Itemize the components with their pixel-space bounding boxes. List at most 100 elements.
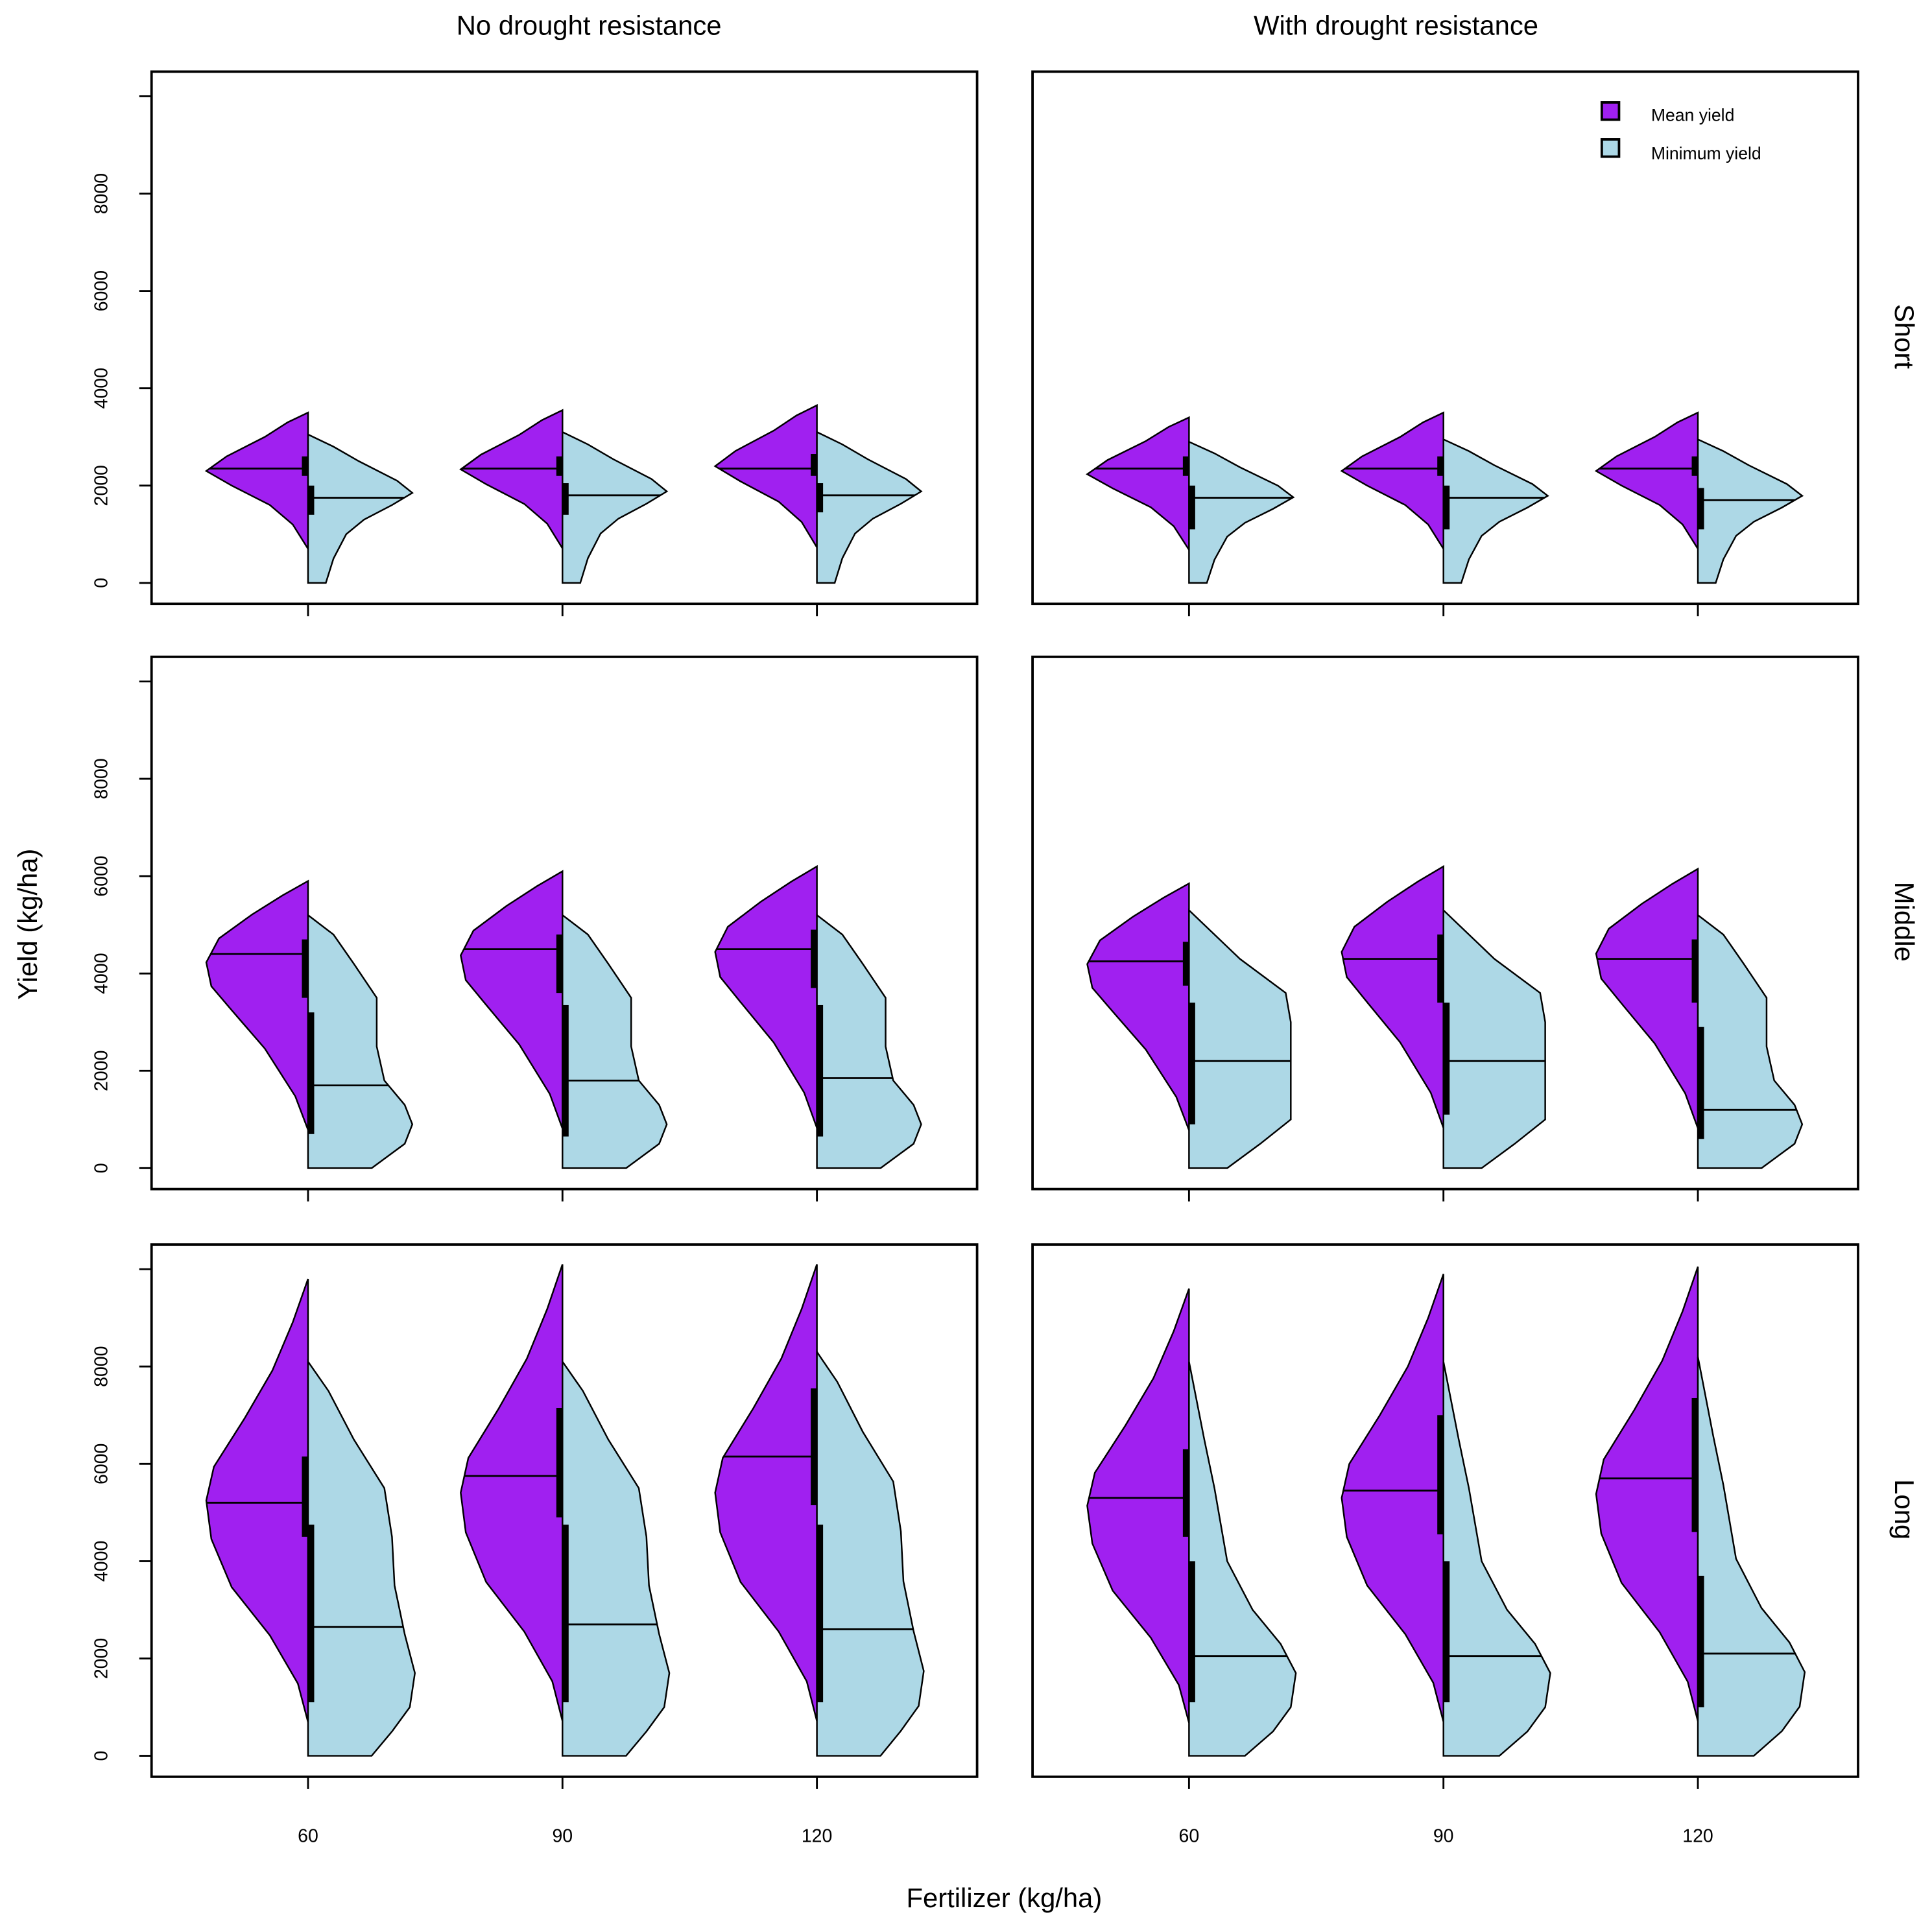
violin-60 <box>1086 416 1295 584</box>
panel-frame <box>150 70 979 606</box>
panel-frame <box>1031 70 1859 606</box>
iqr-box-mean <box>556 1407 563 1517</box>
iqr-box-min <box>817 1525 824 1703</box>
violin-half-mean <box>1341 864 1444 1128</box>
violin-120 <box>713 403 923 584</box>
y-tick-label: 2000 <box>91 465 112 506</box>
iqr-box-mean <box>556 934 563 993</box>
x-tick-label: 60 <box>1179 1826 1200 1847</box>
iqr-box-mean <box>1437 1415 1444 1535</box>
iqr-box-min <box>562 1005 569 1137</box>
violin-half-mean <box>204 411 309 552</box>
iqr-box-mean <box>1182 1449 1189 1537</box>
violin-half-min <box>307 913 414 1169</box>
violin-half-mean <box>714 1264 818 1722</box>
y-tick-label: 6000 <box>91 270 112 311</box>
violin-half-mean <box>713 403 818 551</box>
iqr-box-min <box>817 1005 824 1137</box>
panel-long-0: 0 2000 4000 6000 8000 60 90 120 <box>91 1243 979 1847</box>
panel-short-0: 0 2000 4000 6000 8000 <box>91 70 979 617</box>
violin-half-min <box>1697 913 1804 1169</box>
iqr-box-mean <box>302 456 308 476</box>
panel-middle-0: 0 2000 4000 6000 8000 <box>91 655 979 1202</box>
panel-short-1: Short <box>1031 70 1920 617</box>
violin-half-mean <box>460 870 564 1129</box>
legend: Mean yield Minimum yield <box>1600 101 1761 163</box>
iqr-box-min <box>307 1012 315 1134</box>
violin-90 <box>1340 411 1549 584</box>
y-tick-label: 6000 <box>91 1444 112 1484</box>
iqr-box-mean <box>1182 456 1189 476</box>
panel-long-1: Long 60 90 120 <box>1031 1243 1920 1847</box>
y-tick-label: 0 <box>91 578 112 588</box>
iqr-box-min <box>1698 488 1704 530</box>
y-tick-label: 4000 <box>91 368 112 409</box>
violin-90 <box>460 1264 671 1757</box>
violin-half-min <box>562 1359 671 1757</box>
violin-half-mean <box>459 409 564 551</box>
iqr-box-min <box>1443 485 1450 530</box>
legend-swatch-mean <box>1600 101 1621 121</box>
violin-half-mean <box>1086 1288 1190 1723</box>
violin-120 <box>1594 411 1804 584</box>
iqr-box-mean <box>1691 939 1699 1003</box>
violin-half-mean <box>1340 411 1444 552</box>
y-axis-title: Yield (kg/ha) <box>12 849 43 1000</box>
y-tick-label: 4000 <box>91 953 112 993</box>
violin-half-mean <box>714 864 818 1128</box>
violin-half-min <box>816 913 922 1169</box>
violin-half-mean <box>1594 411 1699 552</box>
iqr-box-min <box>1698 1575 1704 1707</box>
violin-60 <box>1086 1288 1297 1757</box>
panel-frame <box>1031 655 1859 1191</box>
y-tick-label: 0 <box>91 1163 112 1173</box>
panel-middle-1: Middle <box>1031 655 1920 1202</box>
iqr-box-mean <box>302 939 308 998</box>
violin-half-min <box>1697 438 1804 584</box>
violin-90 <box>459 409 669 584</box>
iqr-box-min <box>307 1525 315 1703</box>
y-tick-label: 6000 <box>91 855 112 896</box>
violin-half-mean <box>205 1278 309 1722</box>
violin-half-mean <box>460 1264 564 1722</box>
violin-half-mean <box>1595 867 1699 1129</box>
iqr-box-mean <box>811 454 817 476</box>
iqr-box-min <box>562 483 569 515</box>
iqr-box-mean <box>811 929 817 988</box>
iqr-box-min <box>1189 1003 1195 1124</box>
iqr-box-mean <box>1182 942 1189 986</box>
violin-120 <box>714 1264 925 1757</box>
x-axis-title: Fertilizer (kg/ha) <box>906 1883 1102 1913</box>
violin-60 <box>205 1278 416 1757</box>
violin-half-min <box>1188 908 1292 1169</box>
violin-half-mean <box>1086 416 1190 553</box>
violin-120 <box>1595 1266 1806 1757</box>
iqr-box-mean <box>1691 456 1699 476</box>
violin-half-mean <box>205 879 309 1130</box>
panels: 0 2000 4000 6000 8000 Short 0 2000 4000 6000 8000 M… <box>91 70 1920 1847</box>
iqr-box-mean <box>1437 934 1444 1003</box>
row-strip-label: Long <box>1889 1479 1920 1540</box>
iqr-box-mean <box>302 1456 308 1537</box>
violin-half-min <box>1442 438 1549 584</box>
violin-half-min <box>562 913 668 1169</box>
y-tick-label: 0 <box>91 1751 112 1761</box>
y-tick-label: 8000 <box>91 1346 112 1387</box>
violin-half-min <box>816 431 923 584</box>
violin-half-min <box>816 1349 925 1757</box>
violin-half-min <box>1442 908 1546 1169</box>
panel-frame <box>150 655 979 1191</box>
violin-60 <box>205 879 414 1169</box>
violin-half-min <box>1697 1356 1806 1757</box>
iqr-box-min <box>817 483 824 513</box>
y-tick-label: 2000 <box>91 1638 112 1679</box>
x-tick-label: 120 <box>802 1826 833 1847</box>
iqr-box-mean <box>1437 456 1444 476</box>
violin-half-mean <box>1595 1266 1699 1722</box>
iqr-box-mean <box>811 1388 817 1506</box>
iqr-box-mean <box>1691 1397 1699 1532</box>
y-tick-label: 4000 <box>91 1541 112 1582</box>
iqr-box-min <box>1698 1027 1704 1139</box>
violin-90 <box>460 870 668 1169</box>
legend-swatch-min <box>1600 138 1621 158</box>
